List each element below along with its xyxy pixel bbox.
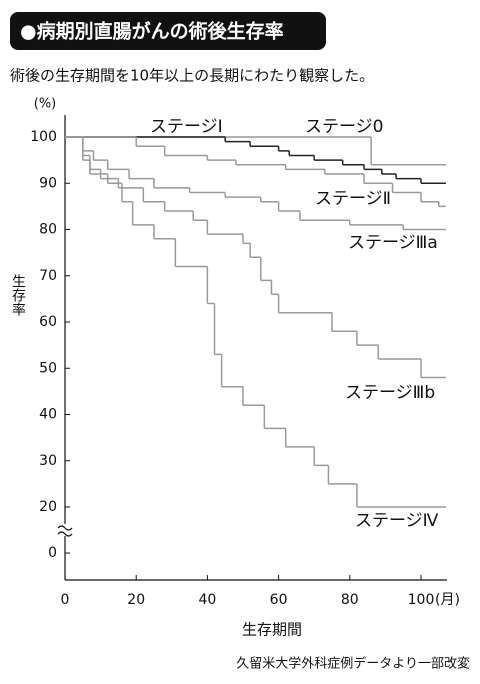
chart-title: ●病期別直腸がんの術後生存率 bbox=[20, 20, 284, 43]
series-label: ステージⅠ bbox=[150, 117, 223, 137]
y-tick-label: 70 bbox=[39, 268, 57, 284]
series-label: ステージⅣ bbox=[355, 511, 439, 531]
x-tick-label: 80 bbox=[341, 592, 359, 608]
x-tick-label: 40 bbox=[198, 592, 216, 608]
y-tick-label: 80 bbox=[39, 222, 57, 238]
x-tick-label: 0 bbox=[61, 592, 70, 608]
source-note: 久留米大学外科症例データより一部改変 bbox=[236, 656, 470, 672]
y-tick-label: 0 bbox=[48, 545, 57, 561]
x-axis-label: 生存期間 bbox=[242, 621, 302, 639]
axis-break bbox=[57, 525, 73, 537]
series-label: ステージⅢa bbox=[348, 233, 438, 253]
y-tick-label: 90 bbox=[39, 175, 57, 191]
y-tick-label: 60 bbox=[39, 314, 57, 330]
y-unit: (%) bbox=[34, 97, 57, 112]
x-tick-label: 20 bbox=[127, 592, 145, 608]
title-banner bbox=[10, 12, 326, 50]
y-tick-label: 50 bbox=[39, 360, 57, 376]
y-tick-label: 20 bbox=[39, 499, 57, 515]
y-axis-label: 生存率 bbox=[10, 274, 26, 316]
series-label: ステージ0 bbox=[305, 117, 383, 137]
y-tick-label: 100 bbox=[30, 129, 57, 145]
axis-break-gap bbox=[58, 524, 72, 536]
series-label: ステージⅢb bbox=[345, 383, 435, 403]
subtitle: 術後の生存期間を10年以上の長期にわたり観察した。 bbox=[10, 67, 374, 85]
y-tick-label: 40 bbox=[39, 407, 57, 423]
x-unit: (月) bbox=[435, 592, 460, 608]
series-label: ステージⅡ bbox=[315, 189, 391, 209]
x-tick-label: 60 bbox=[270, 592, 288, 608]
y-tick-label: 30 bbox=[39, 453, 57, 469]
x-tick-label: 100 bbox=[408, 592, 435, 608]
